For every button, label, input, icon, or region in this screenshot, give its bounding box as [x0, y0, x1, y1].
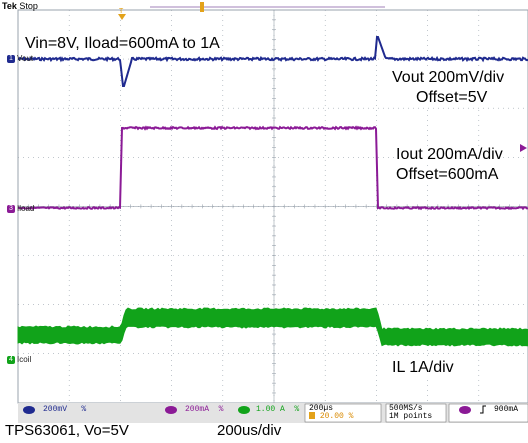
ch1-label: Vout [17, 54, 34, 63]
trigger-position-icon [309, 412, 315, 420]
vout-scale-label: Vout 200mV/div [392, 69, 505, 87]
ch1-vout-trace [17, 36, 528, 87]
trigger-source-badge [459, 406, 471, 414]
ch1-ground-marker[interactable]: 1 [7, 55, 15, 63]
ch4-icoil-trace [17, 307, 528, 347]
rising-edge-icon [480, 405, 486, 414]
vout-offset-label: Offset=5V [416, 89, 488, 107]
timebase-caption: 200us/div [217, 422, 282, 439]
scope-brand: Tek Stop [2, 1, 38, 11]
trigger-level-readout: 900mA [494, 405, 519, 414]
trigger-position-readout: 20.00 % [309, 412, 353, 421]
timebase-readout: 200µs [309, 404, 334, 413]
timebase-box[interactable] [304, 403, 382, 423]
ch4-status-badge[interactable] [238, 406, 250, 414]
sample-rate-readout: 500MS/s [389, 404, 423, 413]
ch1-scale-readout[interactable]: 200mV % [43, 405, 87, 414]
ch4-label: Icoil [17, 355, 32, 364]
ch4-bandwidth-icon: % [294, 405, 300, 414]
record-length-readout: 1M points [389, 412, 433, 421]
ch3-scale-readout[interactable]: 200mA % [185, 405, 224, 414]
ch3-bandwidth-icon: % [218, 405, 224, 414]
ch1-bandwidth-icon: % [81, 405, 87, 414]
iout-scale-label: Iout 200mA/div [396, 146, 503, 164]
ch3-status-badge[interactable] [165, 406, 177, 414]
ch4-ground-marker[interactable]: 4 [7, 356, 15, 364]
device-caption: TPS63061, Vo=5V [5, 422, 129, 439]
ch4-scale-readout[interactable]: 1.00 A % [256, 405, 300, 414]
run-state: Stop [19, 1, 38, 11]
trigger-level-icon [520, 144, 527, 152]
ch3-iload-trace [17, 125, 528, 211]
svg-text:T: T [119, 8, 124, 15]
acquisition-box[interactable] [385, 403, 447, 423]
il-scale-label: IL 1A/div [392, 359, 454, 377]
trigger-position-handle[interactable] [200, 2, 204, 12]
ch1-status-badge[interactable] [23, 406, 35, 414]
waveform-traces [17, 36, 528, 347]
iout-offset-label: Offset=600mA [396, 166, 499, 184]
trigger-marker-icon [118, 14, 126, 20]
ch3-ground-marker[interactable]: 3 [7, 205, 15, 213]
test-conditions-label: Vin=8V, Iload=600mA to 1A [25, 35, 220, 53]
ch3-label: Iload [17, 204, 35, 213]
